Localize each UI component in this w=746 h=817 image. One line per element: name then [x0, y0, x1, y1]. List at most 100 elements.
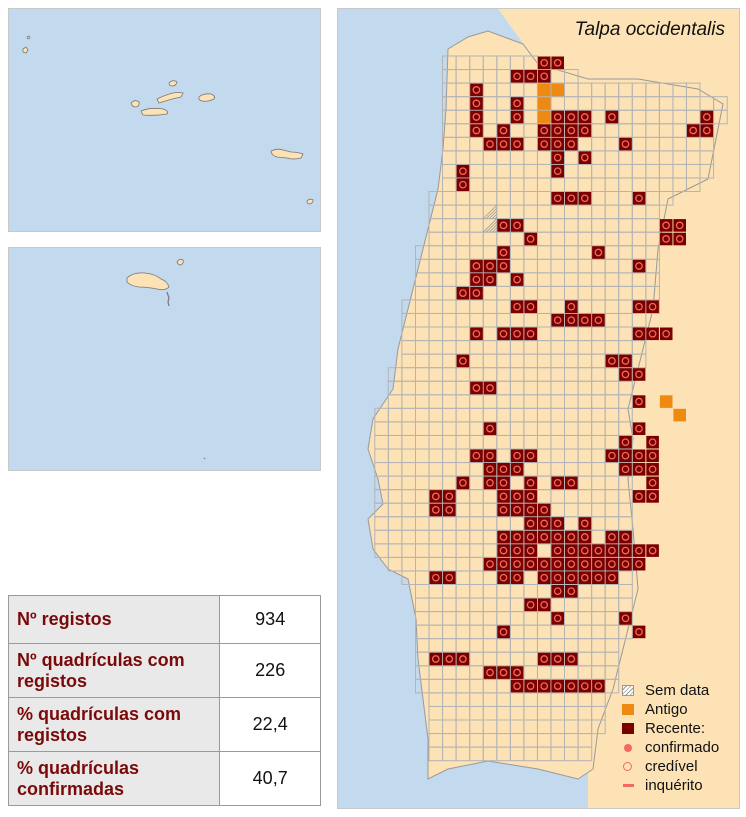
- credible-marker: [526, 72, 535, 81]
- credible-marker: [553, 519, 562, 528]
- credible-marker: [702, 126, 711, 135]
- recent-record-cell: [483, 463, 497, 476]
- distribution-grid-map: [367, 9, 739, 808]
- recent-record-cell: [510, 544, 524, 557]
- mainland-portugal-map: Talpa occidentalis Sem data Antigo Recen…: [337, 8, 740, 809]
- recent-record-cell: [551, 313, 564, 327]
- grid-cell: [604, 678, 620, 694]
- recent-record-cell: [483, 422, 497, 435]
- credible-marker: [648, 451, 657, 460]
- credible-marker: [445, 506, 454, 514]
- recent-record-cell: [524, 503, 537, 517]
- recent-record-cell: [470, 327, 483, 341]
- recent-record-cell: [551, 679, 564, 693]
- credible-marker: [553, 546, 562, 555]
- credible-marker: [662, 235, 670, 243]
- credible-marker: [499, 140, 508, 148]
- madeira-inset-map: [8, 247, 321, 471]
- credible-marker: [513, 506, 521, 514]
- recent-record-cell: [510, 137, 524, 151]
- credible-marker: [540, 519, 549, 528]
- recent-record-cell: [578, 313, 592, 327]
- recent-record-cell: [619, 463, 632, 476]
- credible-marker: [648, 478, 657, 487]
- credible-marker: [621, 140, 630, 148]
- recent-record-cell: [646, 449, 659, 463]
- island-faial: [130, 100, 140, 108]
- recent-record-cell: [470, 273, 483, 286]
- credible-marker: [567, 316, 576, 325]
- recent-record-cell: [524, 517, 537, 530]
- recent-record-cell: [537, 652, 551, 666]
- record-markers: [429, 56, 714, 693]
- recent-record-cell: [497, 463, 510, 476]
- stats-value: 22,4: [219, 697, 321, 752]
- credible-marker: [567, 126, 576, 135]
- credible-marker: [553, 316, 562, 325]
- recent-record-cell: [565, 557, 578, 571]
- recent-record-cell: [605, 354, 619, 368]
- credible-marker: [472, 289, 481, 297]
- credible-marker: [621, 357, 630, 365]
- credible-marker: [486, 668, 494, 677]
- credible-marker: [486, 465, 494, 474]
- recent-record-cell: [456, 164, 470, 178]
- credible-marker: [513, 140, 521, 148]
- orange-square-icon: [622, 704, 634, 715]
- credible-marker: [567, 682, 576, 690]
- credible-marker: [540, 655, 549, 663]
- credible-marker: [675, 221, 684, 230]
- recent-record-cell: [632, 192, 646, 205]
- recent-record-cell: [443, 571, 456, 584]
- credible-marker: [621, 465, 630, 474]
- credible-marker: [553, 587, 562, 596]
- recent-record-cell: [605, 544, 619, 557]
- recent-record-cell: [470, 83, 483, 97]
- credible-marker: [553, 140, 562, 148]
- recent-record-cell: [537, 124, 551, 137]
- recent-record-cell: [510, 273, 524, 286]
- recent-record-cell: [524, 557, 537, 571]
- recent-record-cell: [510, 530, 524, 544]
- dash-icon: [623, 784, 634, 787]
- credible-marker: [486, 262, 494, 270]
- recent-record-cell: [578, 110, 592, 124]
- recent-record-cell: [497, 137, 510, 151]
- recent-record-cell: [483, 476, 497, 490]
- spain-land: [498, 9, 739, 808]
- credible-marker: [513, 546, 521, 555]
- recent-record-cell: [551, 151, 564, 164]
- island-madeira: [126, 272, 170, 291]
- recent-record-cell: [524, 598, 537, 612]
- credible-marker: [540, 533, 549, 541]
- credible-marker: [553, 478, 562, 487]
- recent-record-cell: [551, 612, 564, 625]
- recent-record-cell: [619, 137, 632, 151]
- credible-marker: [567, 573, 576, 582]
- credible-marker: [580, 316, 589, 325]
- credible-marker: [608, 451, 616, 460]
- recent-record-cell: [551, 110, 564, 124]
- stats-label: % quadrículas confirmadas: [7, 751, 221, 806]
- credible-marker: [553, 560, 562, 568]
- credible-marker: [553, 167, 562, 176]
- recent-record-cell: [456, 476, 470, 490]
- recent-record-cell: [497, 544, 510, 557]
- credible-marker: [513, 113, 521, 121]
- credible-marker: [526, 506, 535, 514]
- island-desertas: [166, 291, 170, 307]
- credible-marker: [431, 506, 440, 514]
- island-flores: [22, 46, 29, 54]
- recent-record-cell: [483, 273, 497, 286]
- stats-row: % quadrículas confirmadas 40,7: [7, 751, 321, 806]
- credible-marker: [526, 478, 535, 487]
- legend-credible-label: credível: [645, 758, 698, 775]
- recent-record-cell: [429, 571, 443, 584]
- recent-record-cell: [578, 557, 592, 571]
- credible-marker: [513, 451, 521, 460]
- credible-marker: [702, 113, 711, 121]
- island-porto-santo: [176, 258, 184, 266]
- credible-marker: [526, 492, 535, 501]
- credible-marker: [499, 573, 508, 582]
- stats-value: 226: [219, 643, 321, 698]
